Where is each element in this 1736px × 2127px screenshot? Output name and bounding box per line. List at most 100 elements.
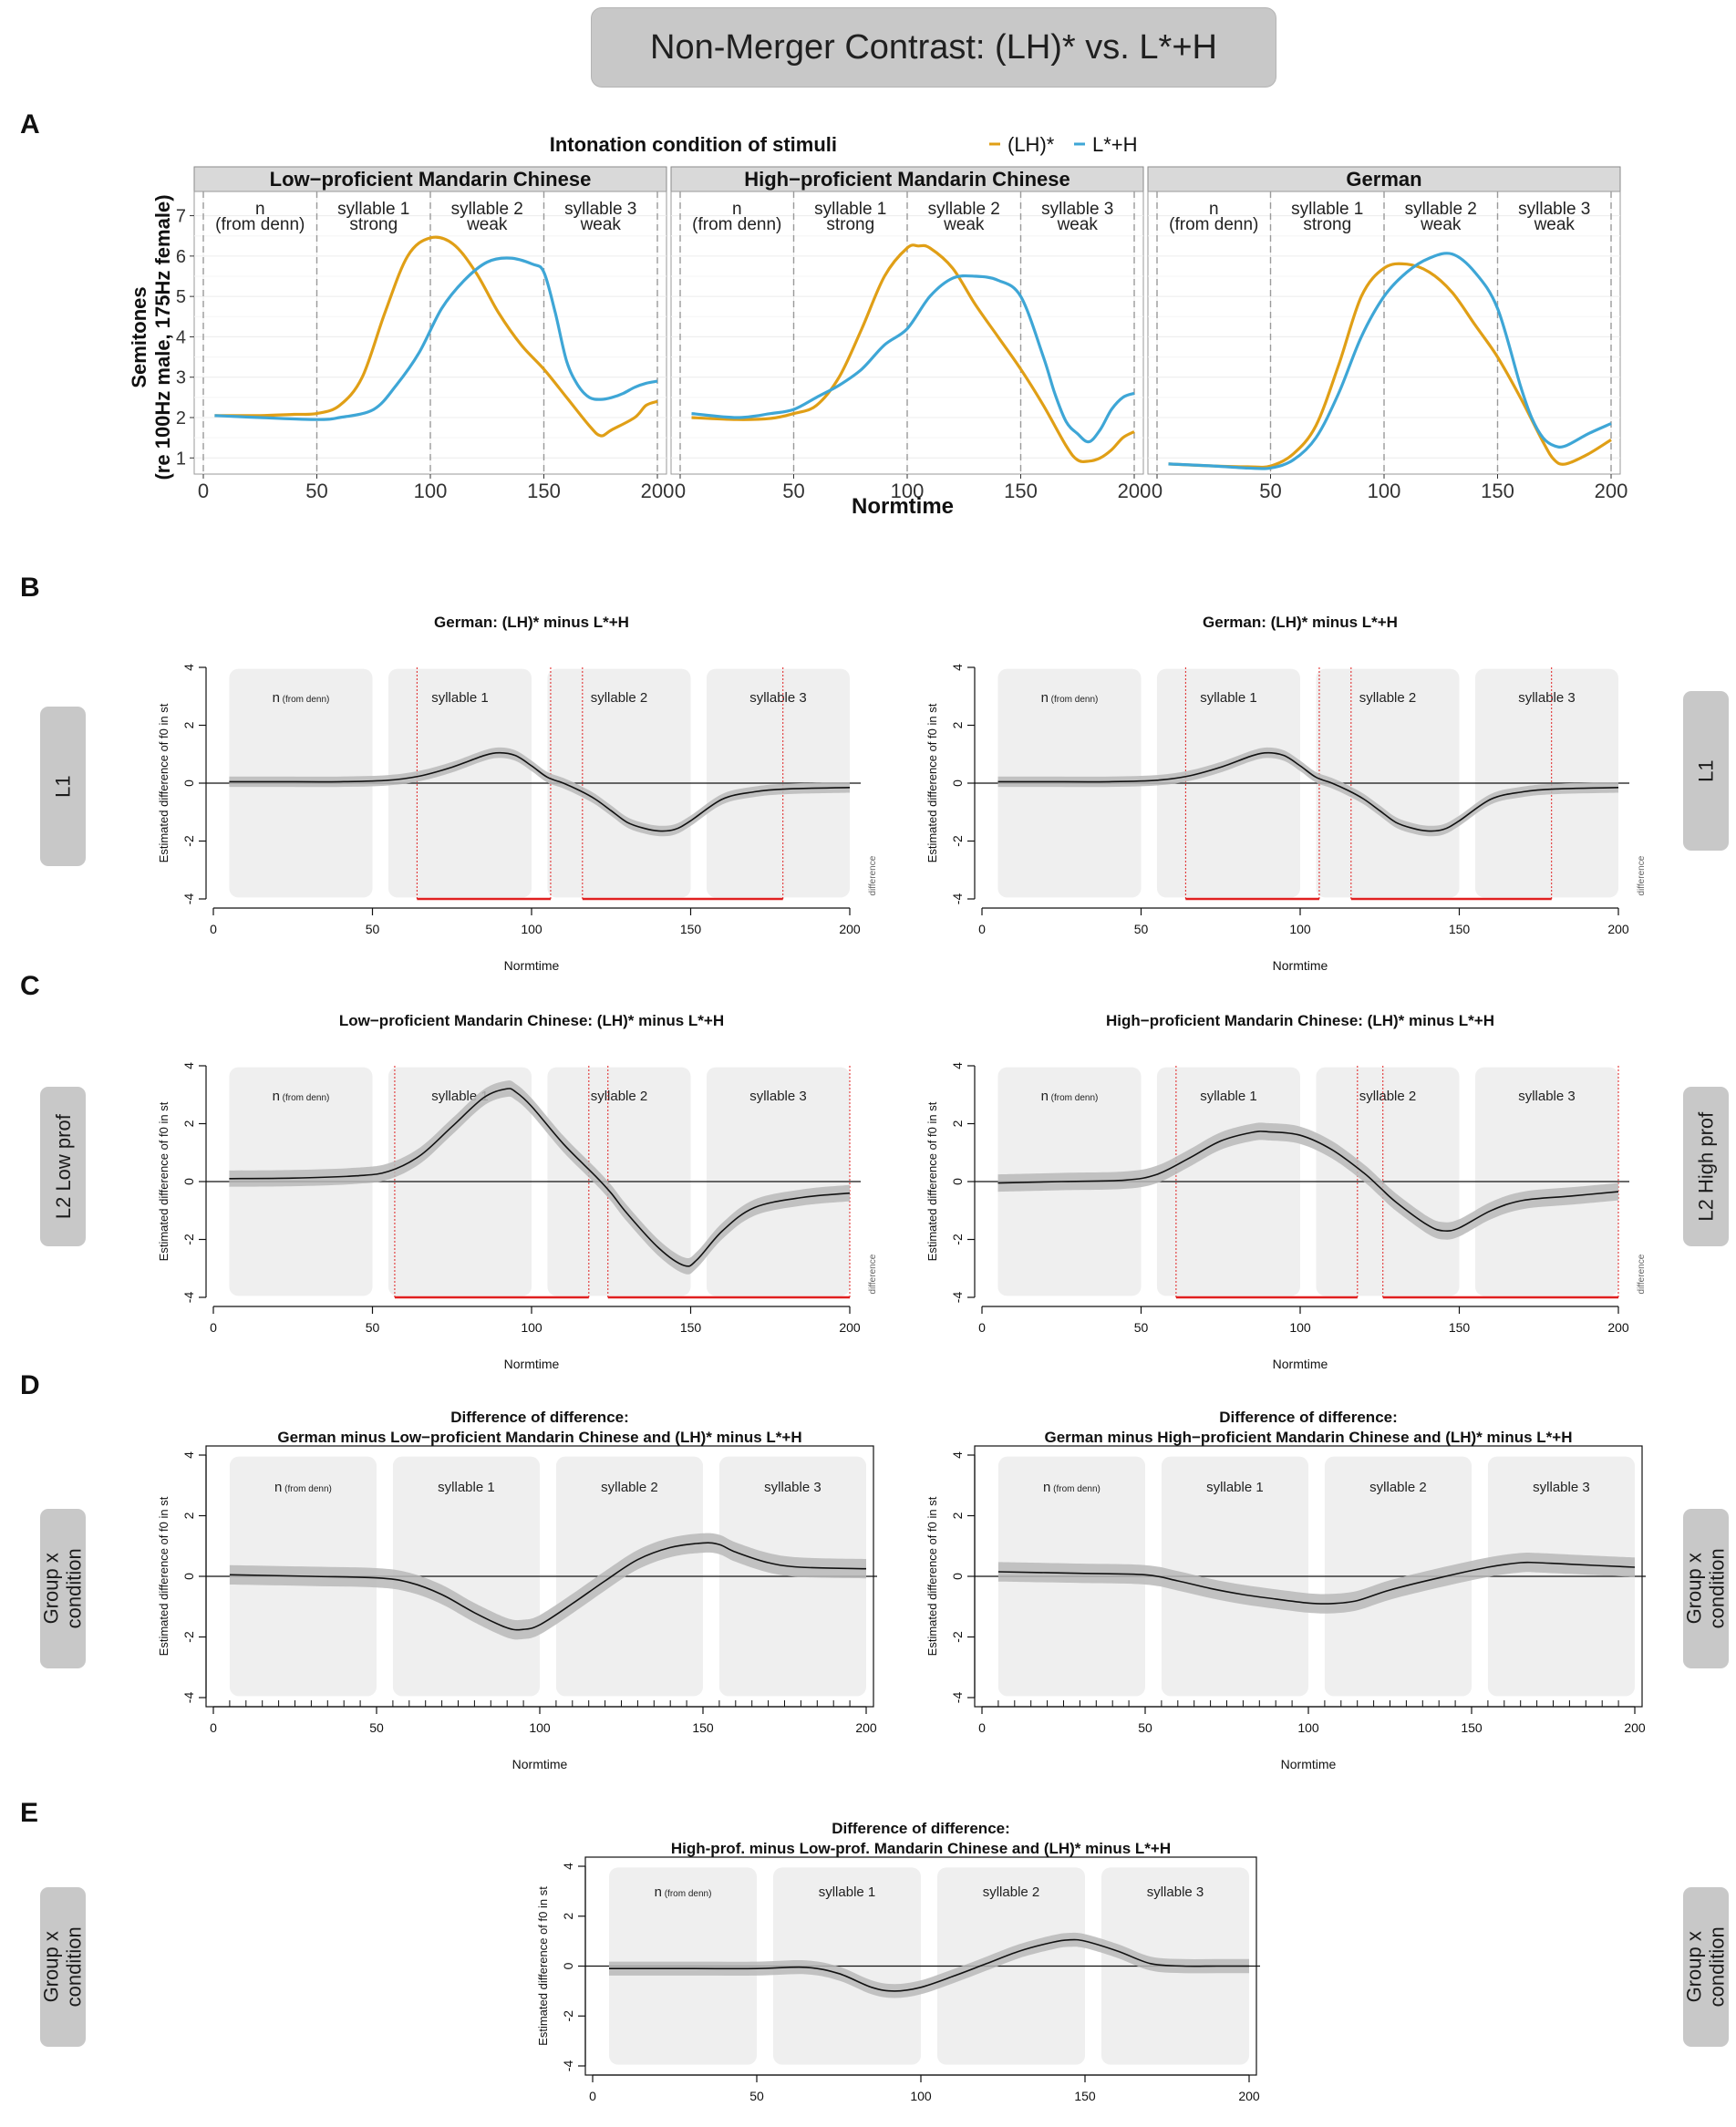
segment-label: syllable 3 [1041, 200, 1113, 219]
confidence-band [997, 1122, 1618, 1240]
x-tick-label: 150 [527, 480, 561, 502]
y-tick-label: 2 [950, 1512, 965, 1519]
y-tick-label: -2 [181, 1234, 196, 1245]
y-axis-label: Estimated difference of f0 in st [925, 1101, 939, 1261]
y-tick-label: -4 [181, 893, 196, 905]
segment-label: syllable 2 [928, 200, 1000, 219]
x-tick-label: 200 [1118, 480, 1152, 502]
x-tick-label: 200 [1238, 2089, 1260, 2103]
x-tick-label: 150 [1461, 1720, 1483, 1735]
segment-label-n-note: (from denn) [1049, 1093, 1098, 1103]
y-tick-label: 2 [561, 1913, 575, 1920]
facet-title: German [1346, 168, 1421, 191]
panel-d1: Difference of difference: German minus Lo… [157, 1409, 877, 1771]
confidence-band [997, 1552, 1635, 1614]
series-line-lh-star [691, 243, 1135, 463]
y-tick-label: 1 [176, 449, 186, 469]
y-tick-label: 0 [950, 780, 965, 787]
panel-b1: German: (LH)* minus L*+H n (from denn) syl… [157, 614, 878, 973]
segment-sublabel: weak [1420, 215, 1462, 234]
side-tab-group-condition-e-left: Group x condition [40, 1887, 86, 2047]
segment-label: syllable 1 [1200, 690, 1257, 706]
estimate-line [229, 751, 851, 832]
x-tick-label: 200 [839, 922, 861, 936]
side-tab-l1-left: L1 [40, 707, 86, 866]
segment-label: n (from denn) [274, 1480, 332, 1495]
chart-title: High−proficient Mandarin Chinese: (LH)* … [1106, 1012, 1494, 1029]
series-line-lh-star [214, 235, 658, 438]
segment-label: syllable 1 [1206, 1480, 1264, 1495]
segment-label: syllable 3 [1533, 1480, 1590, 1495]
x-tick-label: 50 [1138, 1720, 1152, 1735]
panel-d2: Difference of difference: German minus Hi… [925, 1409, 1646, 1771]
side-tab-group-condition-d-right: Group x condition [1683, 1509, 1729, 1668]
legend-title: Intonation condition of stimuli [550, 133, 837, 156]
segment-label: syllable 1 [337, 200, 409, 219]
segment-label: syllable 1 [431, 690, 489, 706]
x-tick-label: 0 [210, 922, 217, 936]
segment-label: syllable 3 [1518, 690, 1576, 706]
segment-sublabel: weak [466, 215, 508, 234]
chart-title: German: (LH)* minus L*+H [1203, 614, 1398, 631]
y-tick-label: 2 [950, 721, 965, 728]
x-tick-label: 150 [680, 922, 702, 936]
x-tick-label: 100 [414, 480, 448, 502]
panel-c2: High−proficient Mandarin Chinese: (LH)* … [925, 1012, 1647, 1371]
x-tick-label: 200 [839, 1320, 861, 1335]
panel-letter-a: A [20, 109, 40, 139]
y-axis-label: Estimated difference of f0 in st [157, 1101, 170, 1261]
segment-label: syllable 3 [749, 1089, 807, 1104]
y-tick-label: 4 [181, 1062, 196, 1069]
x-tick-label: 0 [1152, 480, 1162, 502]
segment-label: n [1209, 200, 1219, 219]
side-tab-group-condition-e-right: Group x condition [1683, 1887, 1729, 2047]
side-label-difference: difference [868, 855, 878, 895]
segment-label: syllable 2 [451, 200, 523, 219]
y-tick-label: 0 [181, 780, 196, 787]
x-tick-label: 150 [692, 1720, 714, 1735]
segment-label: n [255, 200, 265, 219]
segment-label-n: n [1043, 1480, 1050, 1495]
x-tick-label: 50 [1259, 480, 1281, 502]
segment-label-n: n [655, 1884, 662, 1900]
x-tick-label: 100 [1289, 922, 1311, 936]
segment-label: syllable 3 [749, 690, 807, 706]
x-tick-label: 100 [521, 922, 542, 936]
confidence-band [229, 747, 850, 837]
segment-label: n (from denn) [1043, 1480, 1100, 1495]
chart-subtitle: German minus Low−proficient Mandarin Chi… [277, 1429, 801, 1446]
x-tick-label: 50 [749, 2089, 764, 2103]
facet-strip [670, 166, 1144, 192]
segment-label: syllable 3 [1518, 1089, 1576, 1104]
y-tick-label: -2 [561, 2010, 575, 2022]
y-tick-label: 0 [561, 1962, 575, 1969]
x-tick-label: 200 [1624, 1720, 1646, 1735]
series-line-l-star-h [691, 274, 1135, 444]
x-axis-label: Normtime [512, 1757, 568, 1771]
y-tick-label: 7 [176, 207, 186, 227]
y-tick-label: 4 [950, 664, 965, 671]
panel-a: Intonation condition of stimuli (LH)* L*+H… [128, 133, 1628, 519]
confidence-band [229, 1080, 850, 1275]
segment-label: n (from denn) [273, 1089, 330, 1104]
segment-label: syllable 2 [601, 1480, 658, 1495]
segment-sublabel: weak [580, 215, 622, 234]
x-axis-label: Normtime [1281, 1757, 1337, 1771]
x-tick-label: 0 [978, 1320, 986, 1335]
y-axis-label: Semitones(re 100Hz male, 175Hz female) [128, 194, 174, 480]
figure-title: Non-Merger Contrast: (LH)* vs. L*+H [591, 7, 1276, 88]
segment-label: syllable 2 [1359, 690, 1417, 706]
segment-label: syllable 3 [564, 200, 636, 219]
x-tick-label: 0 [210, 1320, 217, 1335]
x-axis-label: Normtime [894, 2125, 949, 2127]
side-tab-group-condition-d-left: Group x condition [40, 1509, 86, 1668]
estimate-line [997, 1131, 1619, 1233]
segment-label-n-note: (from denn) [662, 1889, 711, 1899]
segment-label-n-note: (from denn) [280, 1093, 329, 1103]
y-tick-label: 0 [181, 1178, 196, 1185]
segment-label: syllable 1 [1200, 1089, 1257, 1104]
chart-title: Difference of difference: [450, 1409, 629, 1426]
x-tick-label: 200 [641, 480, 675, 502]
x-tick-label: 200 [1607, 922, 1629, 936]
